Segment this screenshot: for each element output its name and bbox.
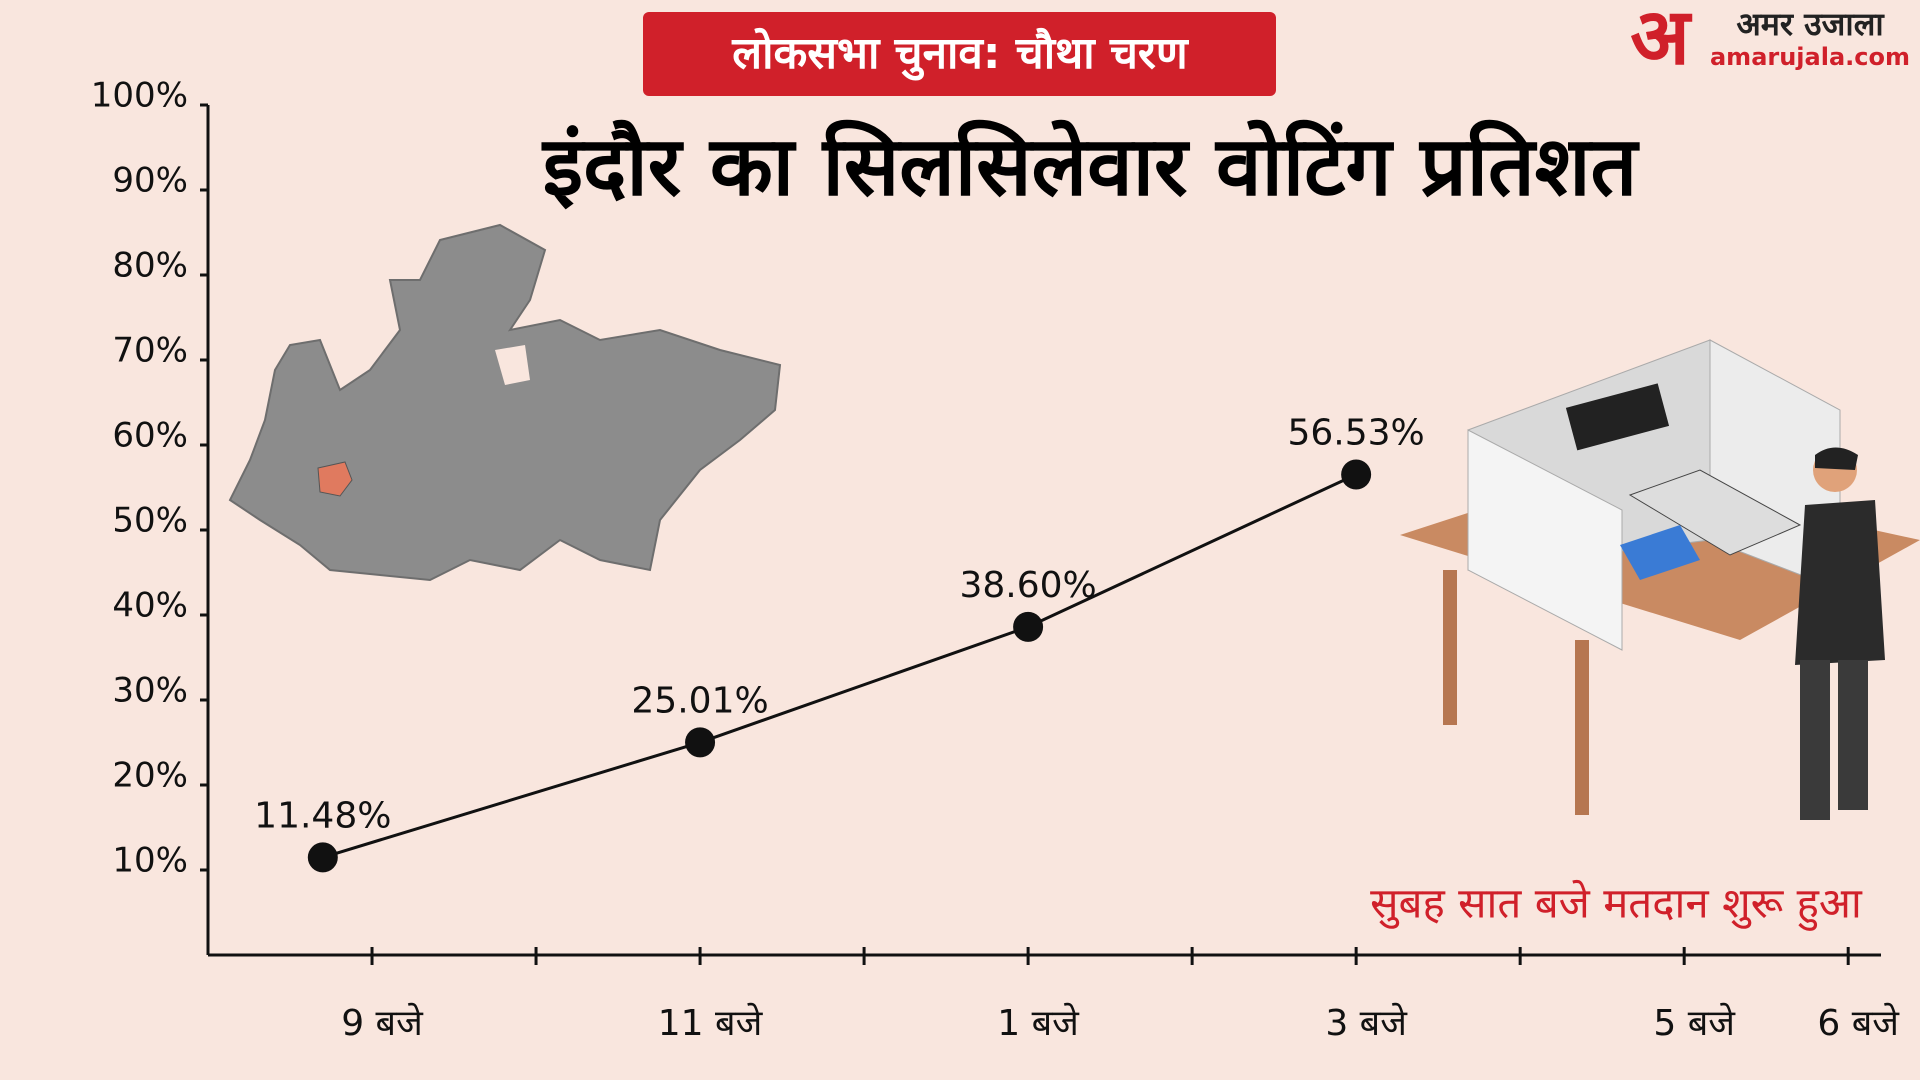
data-label: 56.53% xyxy=(1287,412,1424,453)
y-tick-label: 60% xyxy=(112,416,188,456)
y-tick-label: 20% xyxy=(112,756,188,796)
logo-site: amarujala.com xyxy=(1710,43,1910,71)
x-tick-label: 9 बजे xyxy=(341,1002,424,1044)
x-tick-label: 6 बजे xyxy=(1817,1002,1900,1044)
state-map xyxy=(228,223,782,582)
point xyxy=(307,842,338,873)
logo-name: अमर उजाला xyxy=(1736,5,1885,43)
x-tick-label: 1 बजे xyxy=(997,1002,1080,1044)
y-tick-label: 50% xyxy=(112,501,188,541)
y-tick-label: 40% xyxy=(112,586,188,626)
banner xyxy=(643,12,1276,96)
logo-mark: अ xyxy=(1630,0,1692,82)
annotation: सुबह सात बजे मतदान शुरू हुआ xyxy=(1370,879,1863,932)
point xyxy=(1341,459,1372,490)
y-tick-label: 70% xyxy=(112,331,188,371)
y-tick-label: 10% xyxy=(112,841,188,881)
x-tick-label: 3 बजे xyxy=(1325,1002,1408,1044)
line xyxy=(322,473,1357,859)
x-tick-label: 11 बजे xyxy=(658,1002,764,1044)
x-tick-label: 5 बजे xyxy=(1653,1002,1736,1044)
data-label: 11.48% xyxy=(254,795,391,836)
banner-text: लोकसभा चुनाव: चौथा चरण xyxy=(731,27,1190,81)
y-tick-label: 30% xyxy=(112,671,188,711)
chart-title: इंदौर का सिलसिलेवार वोटिंग प्रतिशत xyxy=(541,119,1641,214)
y-tick-label: 100% xyxy=(91,76,188,116)
data-label: 38.60% xyxy=(959,565,1096,606)
voting-illustration xyxy=(1400,339,1920,820)
y-tick-label: 90% xyxy=(112,161,188,201)
data-label: 25.01% xyxy=(631,680,768,721)
point xyxy=(685,727,716,758)
point xyxy=(1013,611,1044,642)
y-tick-label: 80% xyxy=(112,246,188,286)
